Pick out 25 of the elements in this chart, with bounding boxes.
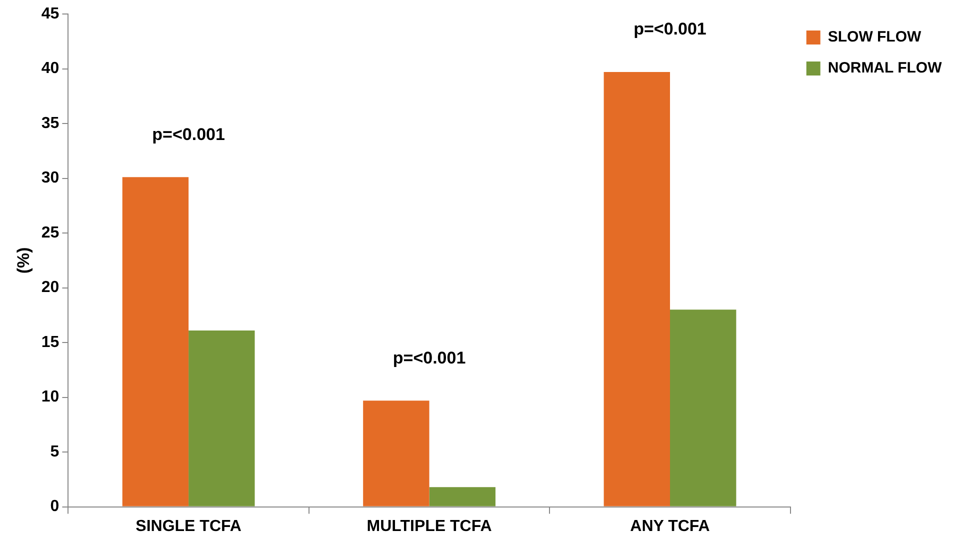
y-tick-label: 25 bbox=[41, 224, 60, 242]
y-tick-label: 45 bbox=[41, 5, 60, 22]
y-tick-label: 10 bbox=[41, 388, 60, 406]
bar bbox=[429, 487, 496, 506]
y-tick-label: 40 bbox=[41, 60, 60, 78]
legend-label: SLOW FLOW bbox=[828, 28, 922, 46]
bar bbox=[188, 330, 255, 506]
x-tick-label: SINGLE TCFA bbox=[136, 518, 242, 535]
x-tick-label: ANY TCFA bbox=[630, 518, 710, 535]
y-tick-label: 15 bbox=[41, 334, 60, 351]
y-tick-label: 35 bbox=[41, 114, 60, 132]
legend-label: NORMAL FLOW bbox=[828, 60, 943, 77]
bar bbox=[670, 310, 736, 506]
annotation: p=<0.001 bbox=[634, 20, 706, 39]
bar bbox=[363, 400, 430, 506]
y-tick-label: 30 bbox=[41, 170, 60, 187]
y-tick-label: 0 bbox=[50, 498, 60, 516]
annotation: p=<0.001 bbox=[392, 348, 466, 368]
bar bbox=[122, 177, 189, 506]
y-tick-label: 20 bbox=[41, 279, 60, 296]
bar bbox=[604, 72, 670, 506]
x-tick-label: MULTIPLE TCFA bbox=[366, 518, 492, 535]
y-tick-label: 5 bbox=[50, 443, 60, 460]
y-axis-title: (%) bbox=[14, 247, 33, 274]
annotation: p=<0.001 bbox=[152, 124, 225, 144]
